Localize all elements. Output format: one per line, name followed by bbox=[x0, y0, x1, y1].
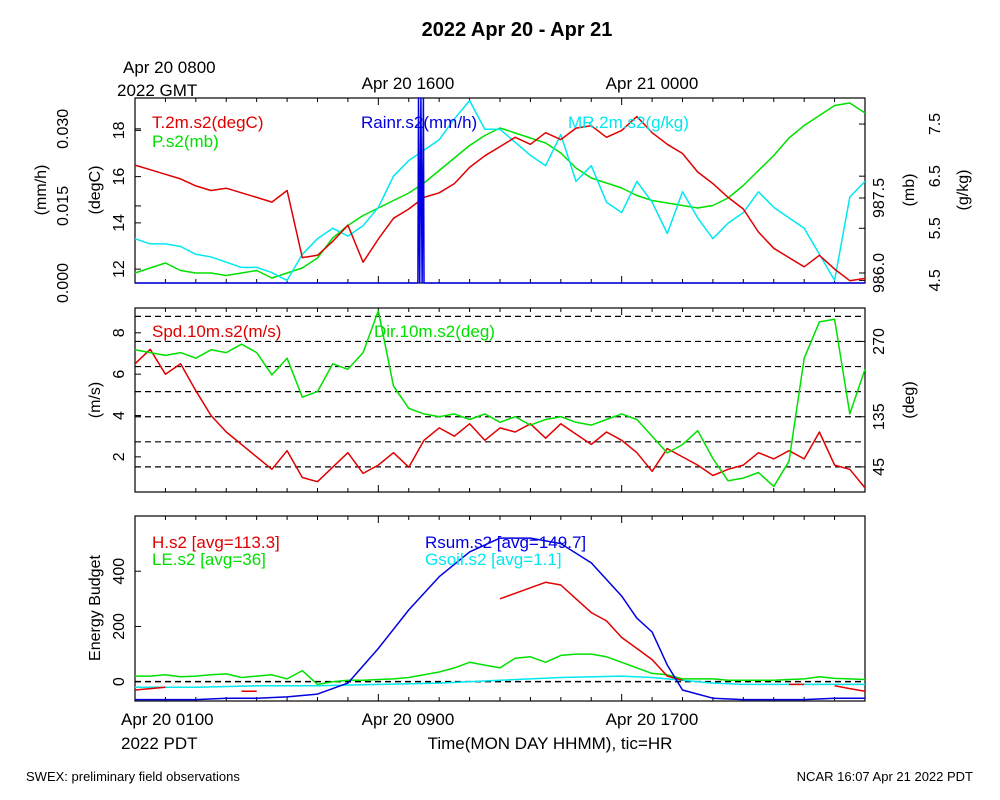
x-axis-title: Time(MON DAY HHMM), tic=HR bbox=[428, 734, 673, 753]
temp-axis-tick-label-1: 14 bbox=[111, 214, 128, 232]
mr-axis-tick-label-0: 4.5 bbox=[927, 269, 944, 291]
series-line-rsum-s2 bbox=[135, 537, 865, 701]
energy-axis-tick-label-2: 400 bbox=[111, 558, 128, 585]
dir-axis-tick-label-2: 270 bbox=[871, 328, 888, 355]
rain-axis-tick-label-1: 0.015 bbox=[55, 186, 72, 226]
temp-axis-tick-label-3: 18 bbox=[111, 121, 128, 139]
temp-axis-title: (degC) bbox=[87, 166, 104, 215]
spd-axis-tick-label-1: 4 bbox=[111, 411, 128, 420]
legend-pres: P.s2(mb) bbox=[152, 132, 219, 151]
pres-axis-title: (mb) bbox=[901, 174, 918, 207]
dir-axis-tick-label-1: 135 bbox=[871, 403, 888, 430]
energy-axis-tick-label-0: 0 bbox=[111, 677, 128, 686]
top-time-label-last: Apr 21 0000 bbox=[606, 74, 699, 93]
mr-axis-tick-label-1: 5.5 bbox=[927, 217, 944, 239]
legend-mr: MR.2m.s2(g/kg) bbox=[568, 113, 689, 132]
series-line-gsoil-s2 bbox=[135, 675, 865, 688]
rain-axis-title: (mm/h) bbox=[33, 165, 50, 216]
bottom-time-label-first-line2: 2022 PDT bbox=[121, 734, 198, 753]
pres-axis-tick-label-1: 987.5 bbox=[871, 178, 888, 218]
legend-le: LE.s2 [avg=36] bbox=[152, 550, 266, 569]
dir-axis-title: (deg) bbox=[901, 381, 918, 418]
rain-axis-tick-label-0: 0.000 bbox=[55, 263, 72, 303]
mr-axis-tick-label-2: 6.5 bbox=[927, 165, 944, 187]
energy-axis-title: Energy Budget bbox=[87, 555, 104, 661]
chart-title: 2022 Apr 20 - Apr 21 bbox=[422, 19, 613, 41]
top-time-label-first-line2: 2022 GMT bbox=[117, 81, 197, 100]
legend-rain: Rainr.s2(mm/h) bbox=[361, 113, 477, 132]
spd-axis-tick-label-0: 2 bbox=[111, 452, 128, 461]
series-line-p-s2 bbox=[134, 102, 866, 279]
mr-axis-tick-label-3: 7.5 bbox=[927, 113, 944, 135]
series-line-rainr-s2 bbox=[135, 97, 865, 284]
bottom-time-label-last: Apr 20 1700 bbox=[606, 710, 699, 729]
bottom-time-label-first-line1: Apr 20 0100 bbox=[121, 710, 214, 729]
series-line-le-s2 bbox=[135, 653, 866, 686]
legend-gsoil: Gsoil.s2 [avg=1.1] bbox=[425, 550, 562, 569]
bottom-time-label-mid: Apr 20 0900 bbox=[362, 710, 455, 729]
legend-h: H.s2 [avg=113.3] bbox=[152, 533, 280, 552]
chart-panels: 0.000 0.015 0.030 12 14 16 18 986.0 987.5 4.5 5.5 6… bbox=[33, 97, 972, 702]
top-time-label-mid: Apr 20 1600 bbox=[362, 74, 455, 93]
spd-axis-title: (m/s) bbox=[87, 382, 104, 418]
temp-axis-tick-label-0: 12 bbox=[111, 260, 128, 278]
footer-right: NCAR 16:07 Apr 21 2022 PDT bbox=[797, 769, 973, 784]
spd-axis-tick-label-2: 6 bbox=[111, 370, 128, 379]
legend-spd: Spd.10m.s2(m/s) bbox=[152, 322, 281, 341]
temp-axis-tick-label-2: 16 bbox=[111, 168, 128, 186]
mr-axis-title: (g/kg) bbox=[955, 170, 972, 211]
top-time-label-first-line1: Apr 20 0800 bbox=[123, 58, 216, 77]
rain-axis-tick-label-2: 0.030 bbox=[55, 109, 72, 149]
series-line-spd bbox=[134, 348, 866, 489]
footer-left: SWEX: preliminary field observations bbox=[26, 769, 240, 784]
series-line-mr-2m-s2 bbox=[134, 99, 866, 282]
series-line-dir bbox=[134, 310, 866, 488]
pres-axis-tick-label-0: 986.0 bbox=[871, 253, 888, 293]
dir-axis-tick-label-0: 45 bbox=[871, 458, 888, 476]
legend-dir: Dir.10m.s2(deg) bbox=[374, 322, 495, 341]
legend-temp: T.2m.s2(degC) bbox=[152, 113, 263, 132]
series-line-t-2m-s2 bbox=[134, 115, 866, 282]
energy-axis-tick-label-1: 200 bbox=[111, 613, 128, 640]
series-line-h-s2 bbox=[134, 581, 866, 693]
spd-axis-tick-label-3: 8 bbox=[111, 328, 128, 337]
legend-rsum: Rsum.s2 [avg=149.7] bbox=[425, 533, 586, 552]
